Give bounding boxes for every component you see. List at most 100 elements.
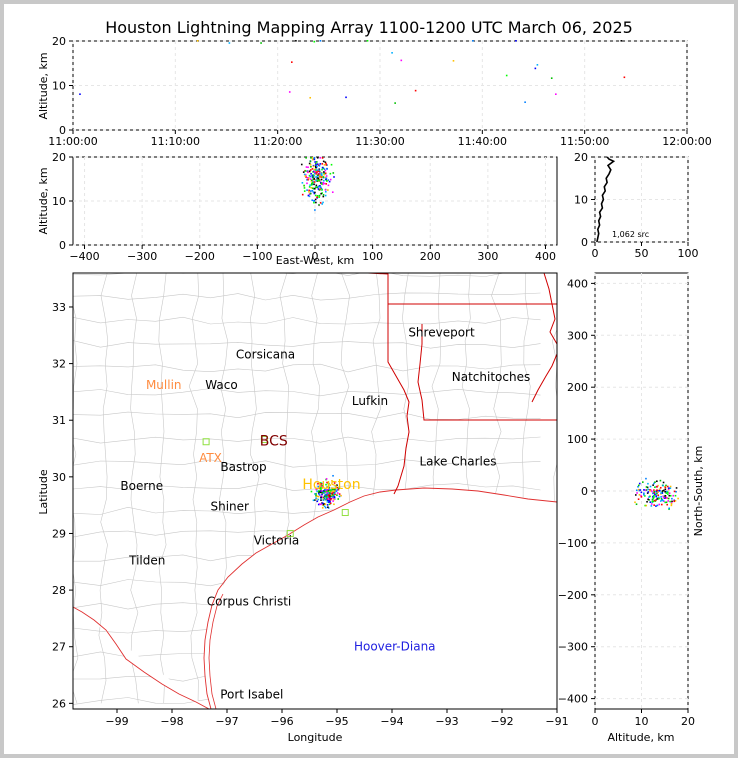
ew-height-point [315, 201, 317, 204]
plan-view-point [324, 503, 327, 505]
plan-view-point [325, 491, 328, 494]
ew-height-x-tick-label: −100 [242, 250, 272, 263]
plan-view-point [333, 496, 336, 499]
time-height-point [430, 40, 432, 42]
ew-height-point [323, 171, 325, 173]
plan-view-point [326, 486, 329, 488]
time-height-point [623, 76, 626, 79]
plan-view-x-tick-label: −92 [490, 715, 513, 728]
ew-height-point [317, 177, 320, 180]
ns-height-point [647, 498, 649, 501]
plan-view-point [331, 490, 334, 492]
ns-height-point [653, 495, 655, 497]
ew-height-point [318, 164, 321, 167]
ew-height-point [307, 177, 310, 180]
ew-height-point [318, 194, 321, 197]
ew-height-point [316, 174, 319, 177]
city-label: Lufkin [352, 394, 388, 408]
ew-height-point [313, 183, 315, 186]
ns-height-point [669, 487, 672, 490]
ns-height-point [648, 496, 650, 498]
ew-height-point [312, 187, 315, 190]
plan-view-point [338, 493, 341, 495]
ns-height-point [661, 499, 664, 501]
ns-height-x-tick-label: 20 [681, 715, 695, 728]
time-height-point [288, 91, 291, 93]
plan-view-point [320, 491, 322, 494]
ns-height-point [668, 492, 671, 495]
ew-height-point [326, 180, 328, 182]
ns-height-point [665, 501, 668, 504]
ns-height-point [634, 494, 637, 496]
plan-view-point [332, 488, 335, 491]
ns-height-point [670, 504, 673, 507]
plan-view-point [321, 491, 324, 494]
ns-height-point [667, 493, 669, 495]
ew-height-point [325, 183, 328, 185]
time-height-point [345, 96, 347, 99]
station-marker [202, 438, 210, 446]
ew-height-x-tick-label: 300 [477, 250, 498, 263]
plan-view-point [318, 489, 320, 492]
plan-view-point [315, 488, 318, 491]
plan-view-point [330, 494, 333, 496]
ew-height-point [329, 178, 332, 181]
ns-height-point [635, 503, 638, 506]
ew-height-point [321, 168, 323, 171]
time-height-point [472, 40, 474, 42]
ew-height-x-tick-label: −300 [127, 250, 157, 263]
city-label: Bastrop [220, 460, 266, 474]
ew-height-point [311, 158, 314, 161]
plan-view-point [336, 486, 339, 489]
plan-view-point [322, 504, 324, 507]
plan-view-points [310, 474, 342, 509]
ns-height-y-tick-label: 400 [567, 277, 588, 290]
plan-view-point [331, 496, 334, 498]
ew-height-point [311, 174, 314, 177]
state-boundary [367, 273, 557, 495]
ew-height-point [319, 184, 321, 187]
ns-height-point [635, 489, 638, 492]
ew-height-point [322, 194, 325, 196]
ew-height-point [311, 182, 313, 185]
ns-height-point [665, 484, 667, 487]
plan-view-point [329, 494, 331, 497]
ns-height-point [647, 491, 650, 493]
ew-height-point [316, 177, 319, 179]
ew-height-point [308, 193, 311, 196]
plan-view-point [326, 495, 329, 498]
ew-height-point [320, 178, 323, 181]
ns-height-x-label: Altitude, km [607, 731, 674, 744]
ew-height-point [316, 194, 319, 197]
ns-height-point [674, 500, 677, 502]
station-marker [341, 509, 349, 517]
time-height-y-tick-label: 20 [52, 35, 66, 48]
ew-height-x-tick-label: 100 [362, 250, 383, 263]
plan-view-point [337, 498, 340, 500]
plan-view-point [330, 497, 333, 500]
plan-view-point [335, 486, 338, 489]
ns-height-point [649, 490, 651, 492]
ew-height-point [313, 174, 315, 177]
city-label: Houston [302, 477, 360, 493]
time-height-panel: 11:00:00 11:10:00 11:20:00 11:30:00 11:40:00… [37, 35, 712, 148]
ew-height-point [321, 192, 323, 194]
ns-height-panel: 0 10 20 −400 −300 −200 −100 0 100 200 300 400 Alti… [558, 272, 705, 744]
ns-height-point [652, 492, 654, 495]
plan-view-point [325, 483, 327, 486]
time-height-point [515, 40, 517, 42]
ns-height-point [647, 488, 650, 491]
ns-height-point [637, 488, 640, 491]
ns-height-point [649, 485, 652, 488]
plan-view-point [328, 503, 331, 506]
plan-view-point [331, 480, 333, 482]
ns-height-point [666, 490, 668, 493]
ew-height-point [317, 176, 319, 178]
ns-height-point [650, 489, 652, 492]
plan-view-point [322, 496, 325, 499]
ew-height-point [309, 163, 312, 166]
plan-view-point [327, 490, 329, 493]
plan-view-point [317, 482, 319, 485]
ew-height-point [327, 179, 330, 181]
county-line [73, 340, 541, 349]
